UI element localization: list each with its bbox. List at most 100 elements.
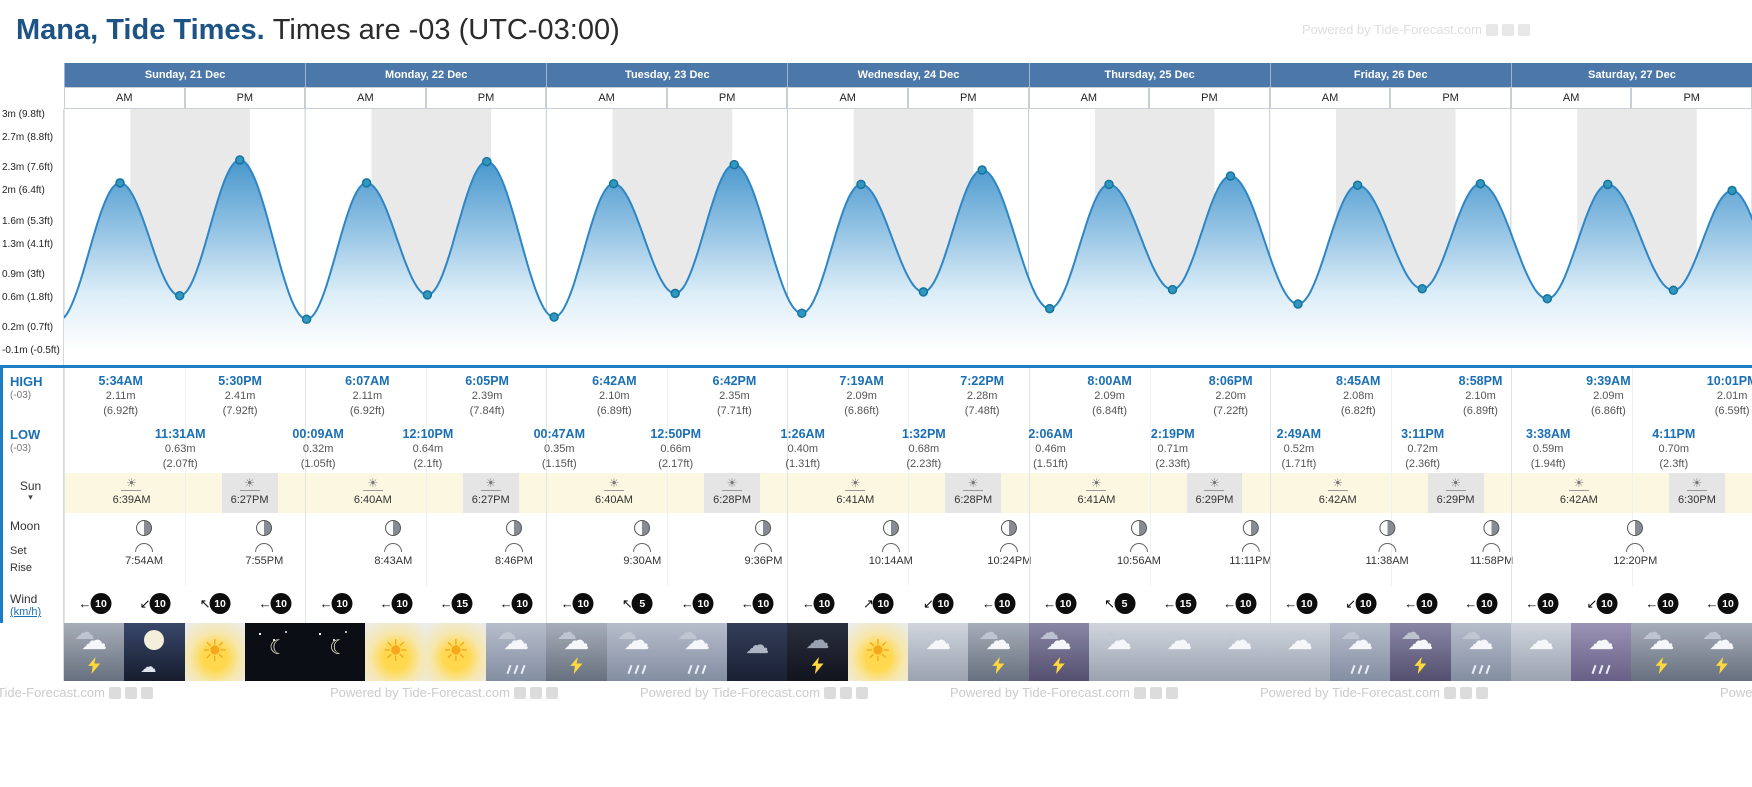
day-column: 6:42AM 2.10m (6.89ft) 6:42PM 2.35m (7.71ft)	[546, 368, 787, 421]
powered-by-watermark: Powered by Tide-Forecast.com	[1302, 22, 1530, 37]
weather-rain-icon: ☁ ☁	[1450, 623, 1511, 681]
tide-time: 7:19AM	[839, 374, 884, 388]
cloud-glyph: ☁	[925, 625, 952, 655]
watermark-text: Powered by Tide-Forecast.com	[1260, 685, 1440, 700]
cloud-glyph: ☁	[805, 627, 830, 654]
moon-glyph	[144, 630, 165, 650]
cloud-glyph: ☁	[1467, 625, 1494, 655]
sunset-time: 6:28PM	[954, 494, 993, 506]
wind-speed: 10	[994, 593, 1016, 614]
sunrise-entry: ☀ 6:42AM	[1560, 477, 1598, 506]
cloud-glyph: ☁	[1708, 625, 1735, 655]
day-column: ☁ ☀ ☁ ☁ ☁ ☁	[787, 623, 1029, 681]
low-tide-entry: 00:47AM 0.35m (1.15ft)	[534, 426, 585, 471]
lightning-glyph	[1052, 657, 1065, 674]
half-day-separator	[185, 421, 187, 473]
cloud-glyph: ☁	[1226, 625, 1253, 655]
sunrise-time: 6:42AM	[1318, 494, 1357, 506]
half-day-separator	[185, 473, 187, 513]
low-tide-entry: 11:31AM 0.63m (2.07ft)	[155, 426, 206, 471]
tide-time: 1:26AM	[780, 427, 825, 441]
wind-direction-arrow-icon: ←	[1404, 596, 1418, 611]
tide-height-ft: (6.86ft)	[844, 404, 880, 417]
sunrise-entry: ☀ 6:41AM	[836, 477, 874, 506]
y-axis-tick: 1.3m (4.1ft)	[2, 238, 54, 250]
tide-height-ft: (1.51ft)	[1033, 457, 1068, 470]
wind-speed: 5	[1114, 593, 1136, 614]
tide-height-ft: (1.71ft)	[1281, 457, 1317, 470]
tide-extreme-dot	[1352, 180, 1363, 190]
moon-row-label: Moon Set Rise	[0, 513, 64, 586]
moonrise-entry: 7:55PM	[245, 520, 283, 567]
low-label: LOW	[10, 427, 41, 442]
wind-badge: ← 10	[320, 593, 353, 614]
day-column: ← 10 ↙ 10 ← 10 ← 10	[1269, 586, 1511, 623]
day-column: ☁ ☁ ☁ ☁ ☁ ☁ ☁ ☁	[1269, 623, 1511, 681]
tide-extreme-dot	[235, 155, 245, 165]
wind-row: Wind (km/h) ← 10 ↙ 10 ↖ 10 ← 10 ← 10 ← 10 ← 15 ← 10 ← 10 ↖…	[0, 586, 1752, 623]
wind-row-body: ← 10 ↙ 10 ↖ 10 ← 10 ← 10 ← 10 ← 15 ← 10 ← 10 ↖ 5 ← 10 ← 10 ← 10 ↗ 1…	[64, 586, 1752, 623]
weather-sun-icon: ☀	[184, 623, 245, 681]
tide-height-m: 2.10m	[1465, 390, 1496, 403]
sunset-time: 6:27PM	[230, 494, 269, 506]
day-column: ☁ ☁ ☁ ☀ ☾	[64, 623, 306, 681]
weather-storm-purple-icon: ☁ ☁	[1028, 623, 1089, 681]
low-row-label: LOW (-03)	[0, 421, 64, 473]
low-row-body: 11:31AM 0.63m (2.07ft) 00:09AM 0.32m (1.05ft)…	[64, 421, 1752, 473]
weather-rain-icon: ☁ ☁	[1329, 623, 1391, 681]
tide-chart: 3m (9.8ft) 2.7m (8.8ft) 2.3m (7.6ft) 2m (6.…	[0, 109, 1752, 368]
weather-rain-icon: ☁ ☁	[606, 623, 667, 681]
moon-phase-icon	[1001, 520, 1018, 536]
moonrise-arc-icon	[1000, 543, 1019, 552]
low-tide-entry: 3:11PM 0.72m (2.36ft)	[1401, 426, 1444, 471]
moon-time: 7:55PM	[245, 555, 284, 567]
tide-height-ft: (6.86ft)	[1590, 404, 1626, 417]
tide-time: 1:32PM	[901, 427, 946, 441]
wind-row-label: Wind (km/h)	[0, 586, 64, 623]
sunrise-time: 6:40AM	[353, 494, 392, 506]
sunrise-entry: ☀ 6:39AM	[113, 477, 151, 506]
wind-direction-arrow-icon: ←	[1223, 596, 1237, 611]
tide-extreme-dot	[1044, 303, 1055, 314]
powered-by-watermark: Powered by Tide-Forecast.com	[640, 685, 868, 700]
tide-height-ft: (2.3ft)	[1659, 457, 1689, 470]
day-column: ← 10 ↙ 10 ↖ 10 ← 10	[64, 586, 305, 623]
rain-glyph	[687, 664, 707, 675]
day-column: ← 10 ↖ 5 ← 15 ← 10	[1028, 586, 1270, 623]
wind-unit-link[interactable]: (km/h)	[10, 606, 42, 618]
half-day-separator	[1390, 368, 1392, 421]
tide-extreme-dot	[1167, 284, 1178, 295]
tide-time: 10:01PM	[1706, 374, 1752, 388]
wind-speed: 15	[1175, 593, 1197, 614]
sunset-icon: ☀	[239, 477, 260, 491]
day-header: Tuesday, 23 Dec	[546, 63, 788, 87]
tide-time: 7:22PM	[960, 374, 1005, 388]
wind-speed: 10	[209, 593, 231, 614]
day-column: 3:38AM 0.59m (1.94ft) 4:11PM 0.70m (2.3ft)	[1510, 421, 1752, 473]
tide-time: 6:05PM	[465, 374, 509, 388]
cloud-back-glyph: ☁	[677, 623, 698, 644]
weather-storm-purple-icon: ☁ ☁	[1390, 623, 1451, 681]
sun-expander-caret-icon[interactable]: ▾	[28, 492, 33, 502]
wind-badge: ← 10	[1284, 593, 1318, 614]
day-column: ☀ 6:42AM ☀ 6:30PM	[1510, 473, 1752, 513]
moonrise-arc-icon	[1241, 543, 1260, 552]
tide-height-m: 0.46m	[1035, 443, 1066, 456]
tide-height-ft: (6.89ft)	[596, 404, 632, 417]
sunrise-icon: ☀	[603, 477, 624, 491]
sunrise-icon: ☀	[121, 477, 142, 491]
moon-time: 11:38AM	[1365, 555, 1409, 567]
tide-time: 8:06PM	[1208, 374, 1253, 388]
wind-speed: 10	[1476, 593, 1498, 614]
half-day-separator	[1390, 421, 1392, 473]
day-column: 00:47AM 0.35m (1.15ft) 12:50PM 0.66m (2.17ft)	[534, 421, 787, 473]
half-day-separator	[908, 368, 910, 421]
location-title: Mana, Tide Times.	[16, 14, 265, 46]
lightning-glyph	[1715, 657, 1728, 674]
weather-storm-icon: ☁ ☁	[1691, 623, 1752, 681]
tide-height-m: 0.59m	[1532, 443, 1564, 456]
y-axis-tick: 2.7m (8.8ft)	[2, 131, 54, 143]
tide-extreme-dot	[797, 308, 807, 318]
watermark-icon	[1443, 686, 1456, 699]
moonset-entry: 11:38AM	[1365, 520, 1409, 567]
